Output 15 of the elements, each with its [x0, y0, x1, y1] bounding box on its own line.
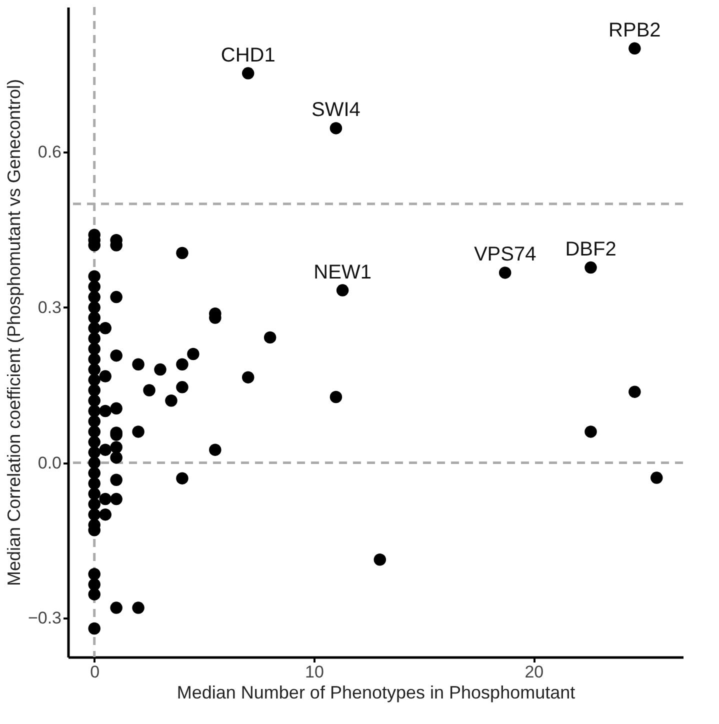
y-tick-label: −0.3	[28, 608, 62, 628]
annotation: VPS74	[474, 244, 536, 266]
y-axis-title: Median Correlation coefficient (Phosphomutant vs Genecontrol)	[4, 79, 24, 586]
x-axis-title: Median Number of Phenotypes in Phosphomutant	[176, 682, 576, 702]
annotation: SWI4	[312, 99, 360, 122]
annotation: DBF2	[565, 238, 616, 261]
x-tick-label: 10	[305, 662, 324, 682]
y-tick-label: 0.3	[38, 298, 62, 317]
annotation: NEW1	[314, 261, 372, 284]
annotation: RPB2	[608, 19, 661, 42]
x-tick-label: 20	[524, 662, 544, 682]
x-tick-label: 0	[90, 662, 100, 682]
y-tick-label: 0.6	[38, 142, 62, 162]
y-tick-label: 0.0	[38, 453, 62, 472]
annotation: CHD1	[220, 44, 276, 66]
